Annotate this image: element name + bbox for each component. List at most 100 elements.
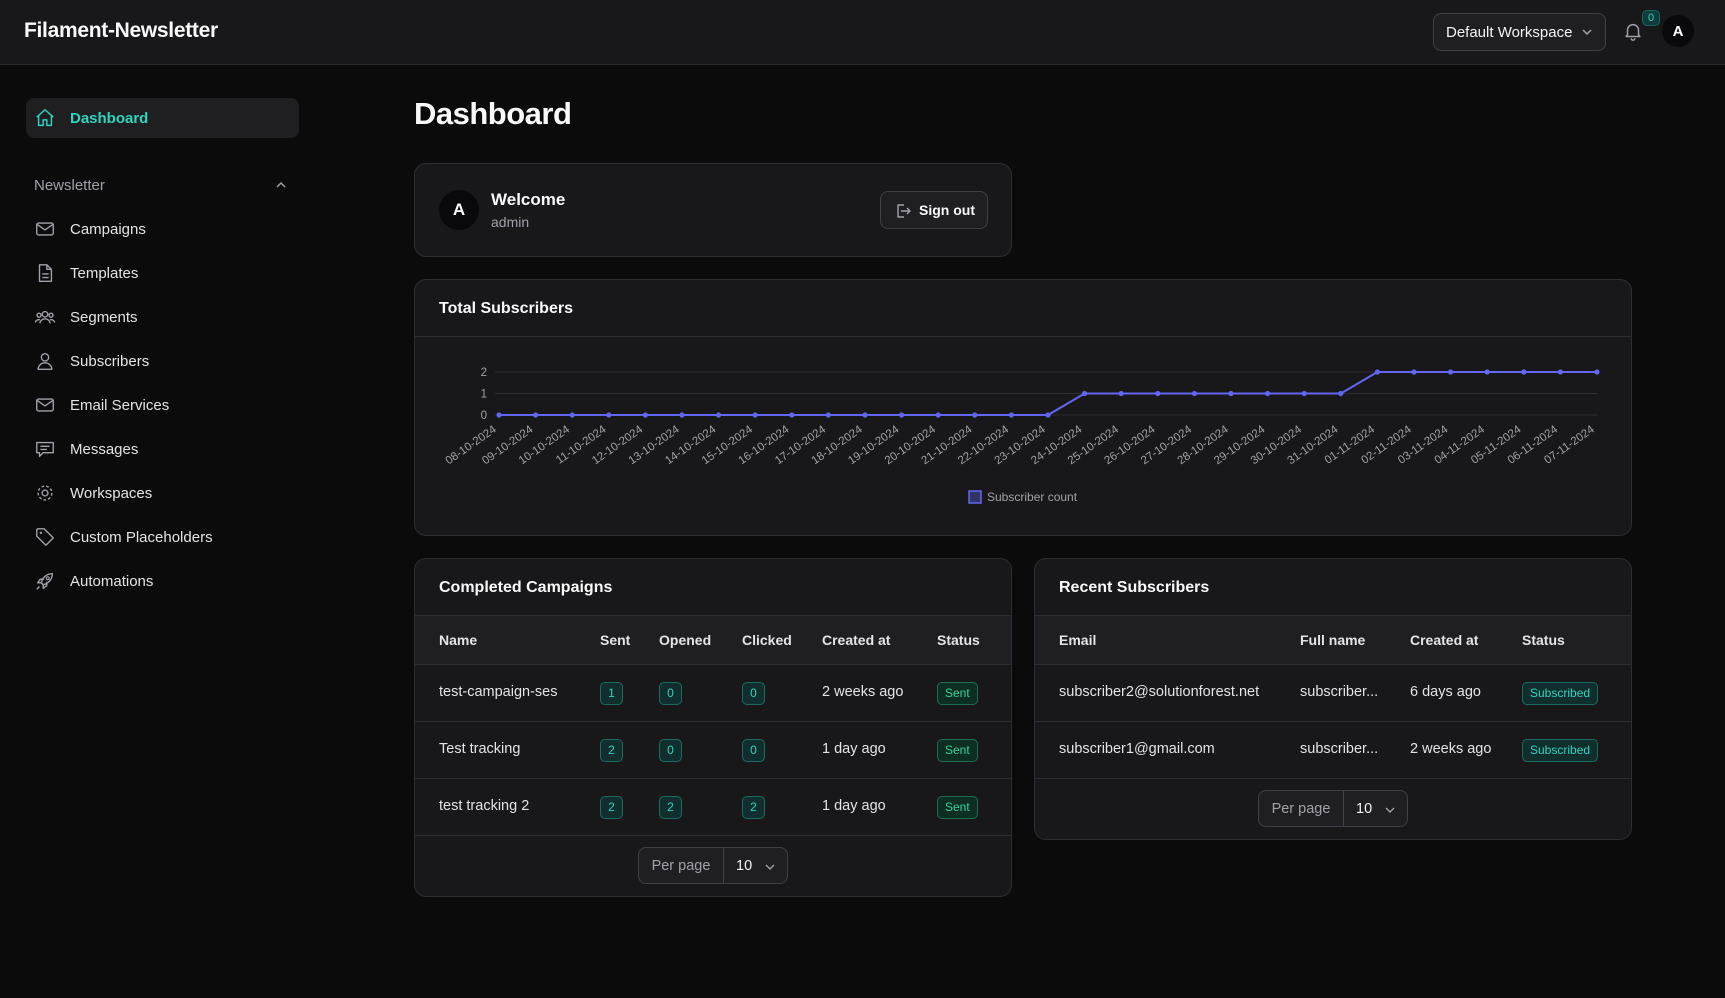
column-header-email[interactable]: Email [1059, 632, 1097, 648]
status-badge: Sent [937, 739, 978, 762]
campaigns-title: Completed Campaigns [439, 579, 613, 596]
avatar: A [439, 190, 479, 230]
sidebar-item-messages[interactable]: Messages [26, 429, 299, 469]
data-point [1557, 369, 1563, 375]
created-at: 6 days ago [1410, 684, 1481, 700]
sidebar-item-segments[interactable]: Segments [26, 297, 299, 337]
per-page-value[interactable]: 10 [1344, 791, 1407, 826]
data-point [1155, 390, 1161, 397]
subscriber-full-name: subscriber... [1300, 684, 1379, 700]
workspace-label: Default Workspace [1446, 23, 1573, 41]
column-header-status[interactable]: Status [1522, 632, 1565, 648]
data-point [1594, 369, 1600, 375]
table-row[interactable]: subscriber1@gmail.com subscriber... 2 we… [1035, 722, 1631, 779]
opened-count-badge: 0 [659, 739, 682, 762]
data-point [862, 412, 868, 418]
data-point [1008, 412, 1015, 418]
bell-icon[interactable] [1622, 20, 1644, 42]
sidebar-item-label: Segments [70, 308, 138, 326]
data-point [1228, 390, 1234, 397]
sent-count-badge: 1 [600, 682, 623, 705]
opened-count-badge: 2 [659, 796, 682, 819]
sidebar-item-label: Email Services [70, 396, 170, 414]
per-page-label: Per page [1259, 791, 1344, 826]
chevron-up-icon[interactable] [274, 178, 288, 192]
cog-icon [37, 485, 53, 501]
welcome-widget: A Welcome admin Sign out [414, 163, 1012, 257]
data-point [679, 412, 685, 418]
opened-count-badge: 0 [659, 682, 682, 705]
data-point [1265, 390, 1271, 397]
chevron-down-icon [765, 864, 775, 870]
column-header-sent[interactable]: Sent [600, 632, 631, 648]
column-header-created-at[interactable]: Created at [822, 632, 891, 648]
column-header-clicked[interactable]: Clicked [742, 632, 792, 648]
sidebar-item-automations[interactable]: Automations [26, 561, 299, 601]
sidebar-item-subscribers[interactable]: Subscribers [26, 341, 299, 381]
user-avatar[interactable]: A [1662, 15, 1694, 47]
data-point [1484, 369, 1490, 375]
data-point [1118, 390, 1124, 397]
sidebar-item-workspaces[interactable]: Workspaces [26, 473, 299, 513]
sidebar-item-campaigns[interactable]: Campaigns [26, 209, 299, 249]
sign-out-button[interactable]: Sign out [880, 191, 988, 229]
per-page-select[interactable]: Per page 10 [638, 847, 788, 884]
data-point [1521, 369, 1527, 375]
column-header-full-name[interactable]: Full name [1300, 632, 1366, 648]
per-page-number: 10 [1356, 800, 1373, 817]
data-point [569, 412, 575, 418]
created-at: 1 day ago [822, 798, 886, 814]
sidebar-item-label: Workspaces [70, 484, 153, 502]
created-at: 2 weeks ago [822, 684, 904, 700]
y-tick-label: 2 [481, 367, 487, 379]
subscriber-email: subscriber2@solutionforest.net [1059, 684, 1260, 700]
data-point [899, 412, 905, 418]
campaign-name: test tracking 2 [439, 798, 530, 814]
chevron-down-icon [1582, 29, 1592, 36]
sidebar-item-custom-placeholders[interactable]: Custom Placeholders [26, 517, 299, 557]
per-page-select[interactable]: Per page 10 [1258, 790, 1408, 827]
status-badge: Subscribed [1522, 682, 1599, 705]
per-page-value[interactable]: 10 [724, 848, 787, 883]
sidebar-item-label: Messages [70, 440, 139, 458]
data-point [1301, 390, 1307, 397]
legend-swatch [968, 490, 982, 504]
sidebar-item-label: Templates [70, 264, 139, 282]
clicked-count-badge: 0 [742, 682, 765, 705]
data-point [1448, 369, 1454, 375]
data-point [1191, 390, 1197, 397]
table-row[interactable]: test-campaign-ses 1 0 0 2 weeks ago Sent [415, 665, 1011, 722]
workspace-switcher[interactable]: Default Workspace [1433, 13, 1606, 51]
subscribers-title: Recent Subscribers [1059, 579, 1210, 596]
table-row[interactable]: test tracking 2 2 2 2 1 day ago Sent [415, 779, 1011, 836]
sidebar-item-dashboard[interactable]: Dashboard [26, 98, 299, 138]
per-page-number: 10 [736, 857, 753, 874]
app-brand[interactable]: Filament-Newsletter [24, 19, 218, 42]
table-row[interactable]: Test tracking 2 0 0 1 day ago Sent [415, 722, 1011, 779]
column-header-created-at[interactable]: Created at [1410, 632, 1479, 648]
data-point [825, 412, 831, 418]
created-at: 2 weeks ago [1410, 741, 1492, 757]
sign-out-label: Sign out [919, 202, 975, 218]
chat-icon [36, 441, 54, 458]
users-group-icon [34, 310, 56, 324]
sidebar-group-newsletter: Newsletter [34, 177, 105, 194]
per-page-label: Per page [639, 848, 724, 883]
table-row[interactable]: subscriber2@solutionforest.net subscribe… [1035, 665, 1631, 722]
rocket-icon [36, 572, 54, 590]
sidebar-item-templates[interactable]: Templates [26, 253, 299, 293]
data-point [496, 412, 502, 418]
column-header-name[interactable]: Name [439, 632, 478, 648]
divider [415, 336, 1631, 337]
sidebar-item-email-services[interactable]: Email Services [26, 385, 299, 425]
campaign-name: Test tracking [439, 741, 521, 757]
data-point [1338, 390, 1344, 397]
subscriber-email: subscriber1@gmail.com [1059, 741, 1215, 757]
subscriber-full-name: subscriber... [1300, 741, 1379, 757]
data-point [935, 412, 941, 418]
sent-count-badge: 2 [600, 796, 623, 819]
data-point [1411, 369, 1417, 375]
data-point [533, 412, 539, 418]
column-header-status[interactable]: Status [937, 632, 980, 648]
column-header-opened[interactable]: Opened [659, 632, 712, 648]
